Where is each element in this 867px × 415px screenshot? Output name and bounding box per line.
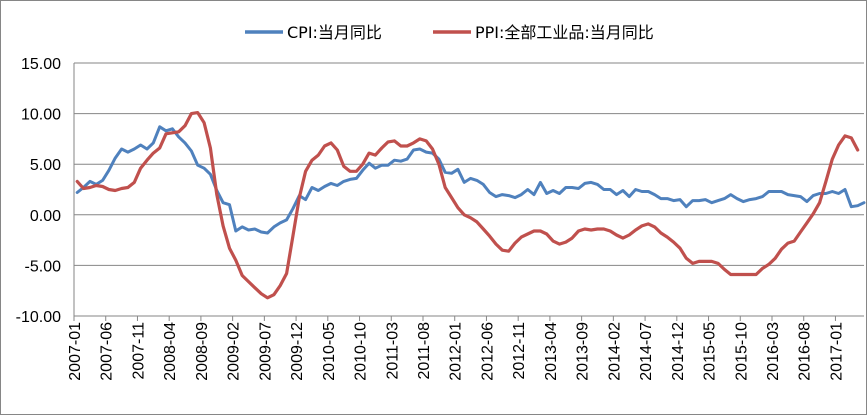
series-lines (75, 110, 866, 300)
x-tick-label: 2014-02 (606, 322, 623, 381)
x-tick-label: 2009-12 (289, 322, 306, 381)
x-tick-label: 2011-03 (384, 322, 401, 380)
x-tick-label: 2009-02 (226, 322, 243, 381)
x-tick-label: 2013-04 (543, 322, 560, 381)
y-tick-label: -5.00 (25, 258, 62, 275)
x-tick-label: 2009-07 (257, 322, 274, 381)
x-tick-label: 2010-05 (321, 322, 338, 381)
y-tick-label: 0.00 (30, 208, 61, 225)
y-tick-label: 5.00 (30, 157, 61, 174)
x-tick-label: 2007-01 (67, 322, 84, 381)
x-tick-label: 2015-05 (702, 322, 719, 381)
x-tick-label: 2013-09 (575, 322, 592, 381)
legend: CPI:当月同比 PPI:全部工业品:当月同比 (245, 23, 654, 42)
x-tick-label: 2012-11 (511, 322, 528, 380)
x-tick-label: 2012-01 (448, 322, 465, 381)
x-tick-label: 2012-06 (479, 322, 496, 381)
x-tick-label: 2014-07 (638, 322, 655, 381)
x-tick-label: 2008-09 (194, 322, 211, 381)
legend-label: CPI:当月同比 (287, 23, 382, 42)
x-tick-label: 2007-06 (99, 322, 116, 381)
series-line-ppi (75, 110, 860, 300)
x-tick-label: 2014-12 (670, 322, 687, 381)
x-tick-label: 2015-10 (733, 322, 750, 381)
x-tick-label: 2007-11 (130, 322, 147, 380)
x-tick-label: 2011-08 (416, 322, 433, 380)
legend-label: PPI:全部工业品:当月同比 (475, 23, 654, 42)
y-tick-label: -10.00 (16, 309, 61, 326)
legend-item-cpi: CPI:当月同比 (245, 23, 382, 42)
gridlines (74, 62, 864, 317)
x-tick-label: 2017-01 (828, 322, 845, 381)
legend-item-ppi: PPI:全部工业品:当月同比 (433, 23, 654, 42)
y-tick-label: 15.00 (21, 56, 61, 73)
x-tick-label: 2008-04 (162, 322, 179, 381)
axes: 15.00 10.00 5.00 0.00 -5.00 -10.00 2007-01 2007… (16, 56, 846, 381)
x-tick-label: 2010-10 (353, 322, 370, 381)
y-tick-label: 10.00 (21, 107, 61, 124)
x-tick-label: 2016-03 (765, 322, 782, 381)
series-line-cpi (75, 125, 866, 235)
x-tick-label: 2016-08 (797, 322, 814, 381)
